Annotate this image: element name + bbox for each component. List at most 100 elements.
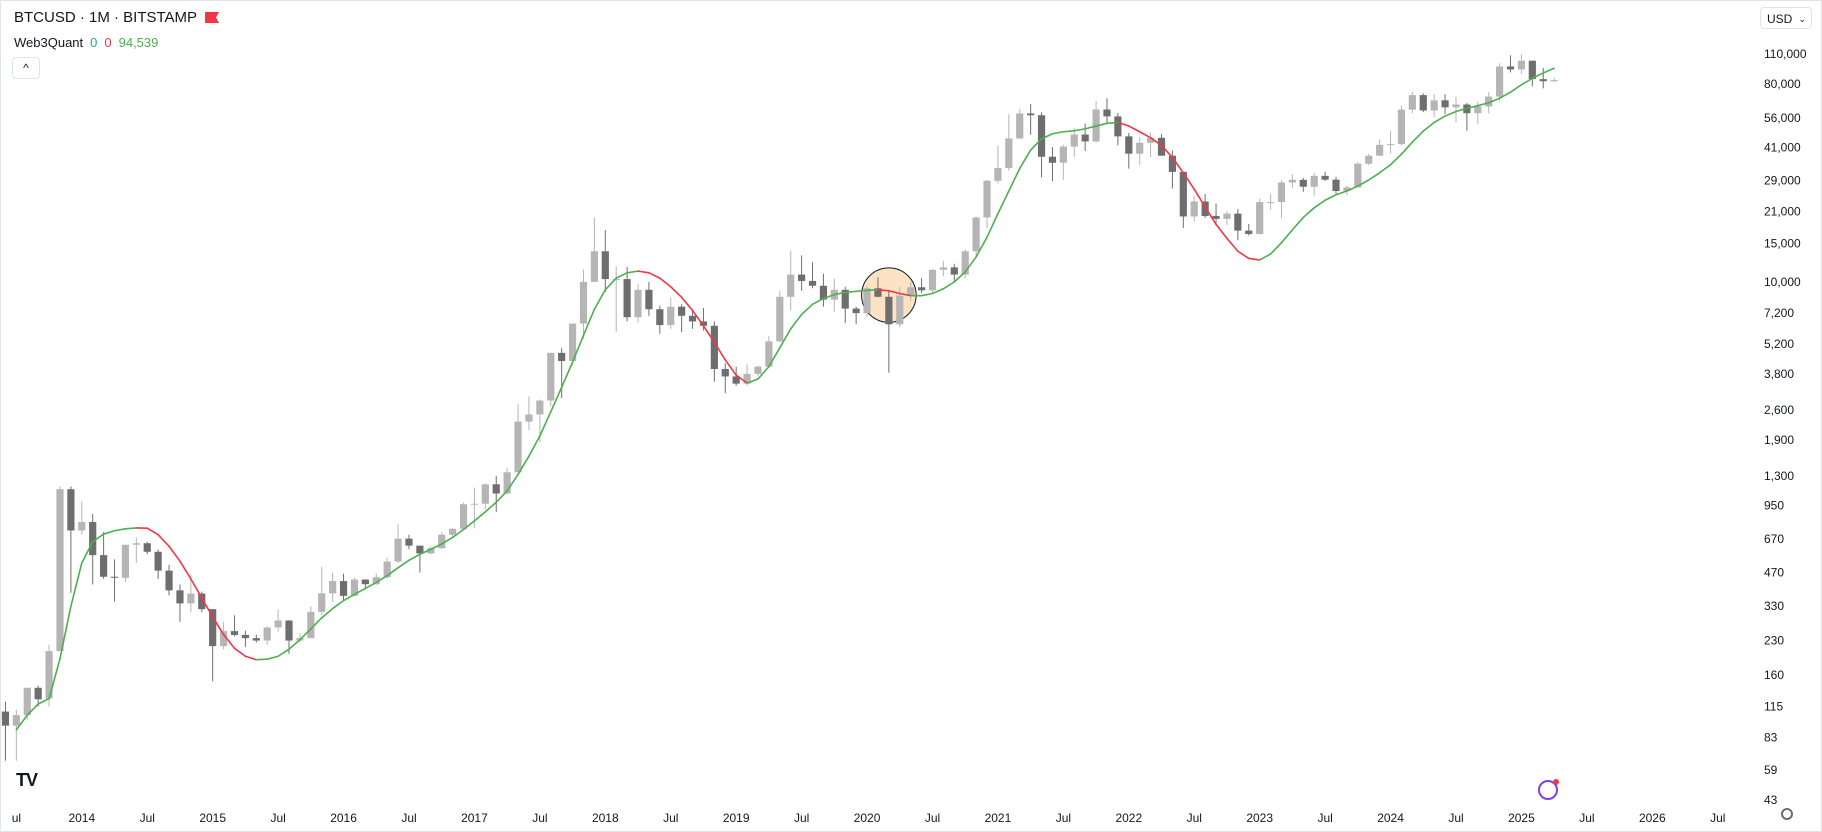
indicator-segment [942,281,956,290]
indicator-segment [1269,241,1283,255]
candle-body [1190,201,1198,217]
candle-body [1016,113,1024,139]
price-tick-label: 115 [1764,699,1783,713]
tradingview-logo-icon: TV [16,770,38,790]
price-axis[interactable]: 110,000 80,000 56,000 41,000 29,000 21,000 15,… [1764,47,1807,807]
candle-body [885,296,893,325]
indicator-segment [669,285,683,299]
candle [12,709,20,761]
candle [318,566,326,616]
candle-body [252,638,260,641]
candle [634,283,642,323]
assistant-spark-icon[interactable] [1538,779,1559,800]
indicator-segment [626,270,639,274]
indicator-segment [822,293,836,300]
currency-select[interactable]: USD ⌄ [1760,7,1812,29]
time-tick-label: Jul [1317,811,1332,825]
indicator-segment [113,528,127,532]
candle [1539,67,1547,89]
candle-body [808,280,817,286]
flag-icon[interactable] [205,12,220,23]
indicator-segment [15,714,29,731]
indicator-segment [866,289,879,292]
indicator-segment [440,536,454,545]
indicator-legend[interactable]: Web3Quant 0 0 94,539 [14,35,158,50]
candle [601,230,609,292]
candle-body [1125,136,1133,154]
candle-body [514,421,522,473]
candle [1277,179,1286,218]
price-tick-label: 15,000 [1764,236,1801,250]
spark-ring [1538,780,1558,800]
indicator-segment [833,291,847,296]
candle-body [67,489,75,531]
candle-body [950,267,958,275]
candle [1386,130,1395,154]
indicator-segment [37,697,50,705]
candle [274,609,282,632]
candle [1048,147,1057,182]
price-tick-label: 5,200 [1764,337,1794,351]
indicator-segment [1520,77,1534,86]
candle-body [165,570,173,591]
candle [732,366,740,386]
price-tick-label: 470 [1764,566,1784,580]
candle-body [1550,80,1558,82]
candle [252,634,260,643]
candle-body [1288,179,1296,183]
indicator-segment [997,190,1010,215]
candle-body [1310,175,1318,187]
indicator-segment [146,527,159,536]
time-tick-label: ul [12,811,21,825]
indicator-segment [1160,144,1174,159]
indicator-segment [244,655,258,661]
indicator-segment [190,578,203,599]
symbol-legend[interactable]: BTCUSD · 1M · BITSTAMP [14,9,220,26]
time-axis[interactable]: ul 2014 Jul 2015 Jul 2016 Jul 2017 Jul 2018 Jul 201… [12,811,1726,825]
candle [994,145,1002,184]
symbol-title[interactable]: BTCUSD · 1M · BITSTAMP [14,9,198,26]
indicator-segment [91,533,105,543]
candle [143,541,151,555]
indicator-segment [233,647,247,658]
indicator-segment [1171,156,1185,174]
candle [874,277,882,298]
indicator-value-1: 0 [90,35,98,50]
candle-body [1266,202,1275,204]
candle-body [612,279,620,281]
indicator-segment [255,658,269,661]
indicator-name[interactable]: Web3Quant [14,35,84,50]
candle [1245,223,1253,236]
candle [1,701,10,761]
indicator-segment [953,271,967,283]
indicator-segment [1138,130,1152,139]
candle-body [972,217,980,252]
candle [1299,177,1307,192]
candle [1103,98,1111,123]
indicator-segment [1346,185,1359,192]
time-tick-label: 2021 [985,811,1012,825]
candle [1168,150,1177,189]
candle-body [143,543,151,552]
candle-body [1048,156,1057,163]
candle-body [841,289,849,309]
candle-body [470,503,479,505]
candle-body [241,634,249,639]
chevron-down-icon: ⌄ [1798,14,1806,24]
collapse-legend-button[interactable]: ^ [12,57,40,79]
candle [438,532,446,550]
indicator-segment [528,435,541,457]
settings-icon[interactable] [1781,808,1793,820]
candle-body [372,577,380,585]
candle-body [1299,179,1307,187]
candle-body [1081,134,1089,142]
indicator-segment [1444,110,1457,117]
indicator-segment [1335,190,1348,196]
candle-body [89,522,97,556]
candle-body [1136,142,1144,154]
candle [1190,195,1198,222]
indicator-segment [80,540,94,564]
candle-body [56,489,64,652]
candle [132,537,140,563]
